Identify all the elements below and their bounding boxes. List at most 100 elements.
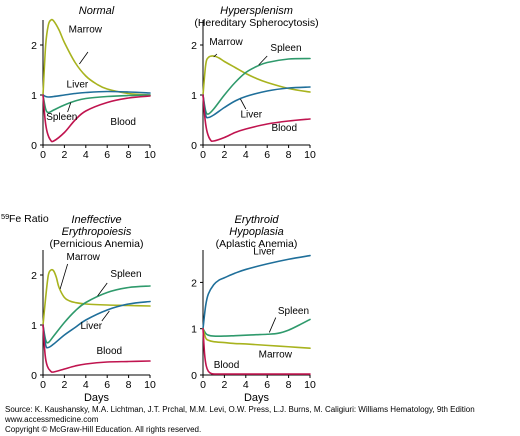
chart-title: Normal — [79, 5, 115, 17]
series-line-blood — [202, 94, 311, 143]
annotation-leader — [101, 310, 110, 322]
x-axis-label: Days — [244, 392, 270, 404]
x-tick-label: 2 — [61, 149, 67, 161]
y-tick-label: 2 — [31, 40, 37, 52]
y-axis-label-group: 59 Fe Ratio — [1, 212, 49, 225]
series-line-liver — [42, 300, 151, 349]
series-line-spleen — [202, 318, 311, 338]
x-tick-label: 0 — [40, 379, 46, 391]
annotation-leader — [268, 317, 277, 333]
x-tick-label: 6 — [104, 379, 110, 391]
series-label-marrow: Marrow — [209, 37, 243, 48]
series-label-spleen: Spleen — [270, 43, 301, 54]
chart-subtitle2: (Aplastic Anemia) — [216, 238, 298, 250]
chart-title: Ineffective — [71, 214, 121, 226]
annotation-leader — [59, 263, 68, 290]
series-label-marrow: Marrow — [259, 349, 293, 360]
series-label-liver: Liver — [67, 80, 89, 91]
x-tick-label: 8 — [126, 379, 132, 391]
x-tick-label: 4 — [243, 379, 249, 391]
series-line-marrow — [202, 327, 311, 349]
x-tick-label: 8 — [286, 149, 292, 161]
annotation-leader — [97, 282, 108, 297]
x-tick-label: 6 — [104, 149, 110, 161]
x-tick-label: 10 — [304, 149, 316, 161]
series-line-liver — [202, 254, 311, 330]
copyright-notice: Copyright © McGraw-Hill Education. All r… — [5, 425, 202, 435]
y-tick-label: 1 — [31, 320, 37, 332]
annotation-leader — [67, 102, 72, 113]
series-line-liver — [202, 86, 311, 119]
y-tick-label: 0 — [31, 140, 37, 152]
x-tick-label: 4 — [83, 149, 89, 161]
x-tick-label: 2 — [221, 379, 227, 391]
chart-panel-2: Hypersplenism(Hereditary Spherocytosis) 0… — [191, 5, 318, 161]
series-label-liver: Liver — [240, 110, 262, 121]
y-tick-label: 0 — [191, 370, 197, 382]
y-tick-label: 2 — [191, 40, 197, 52]
y-tick-label: 1 — [31, 90, 37, 102]
series-label-spleen: Spleen — [46, 112, 77, 123]
chart-title: Hypersplenism — [220, 5, 293, 17]
source-footer: Source: K. Kaushansky, M.A. Lichtman, J.… — [5, 405, 520, 436]
source-citation: Source: K. Kaushansky, M.A. Lichtman, J.… — [5, 405, 475, 414]
x-tick-label: 10 — [144, 149, 156, 161]
annotation-leader — [213, 53, 218, 58]
series-line-marrow — [202, 55, 311, 96]
series-label-spleen: Spleen — [110, 269, 141, 280]
series-label-blood: Blood — [271, 123, 297, 134]
series-label-liver: Liver — [253, 247, 275, 258]
website-link[interactable]: www.accessmedicine.com — [5, 415, 99, 425]
series-label-blood: Blood — [97, 346, 123, 357]
chart-subtitle: Erythropoiesis — [62, 226, 132, 238]
series-line-spleen — [42, 94, 151, 114]
annotation-leader — [240, 98, 247, 110]
chart-subtitle: (Hereditary Spherocytosis) — [194, 17, 318, 29]
series-label-spleen: Spleen — [278, 306, 309, 317]
x-tick-label: 0 — [40, 149, 46, 161]
x-tick-label: 8 — [286, 379, 292, 391]
y-tick-label: 0 — [191, 140, 197, 152]
x-tick-label: 4 — [243, 149, 249, 161]
y-axis-label: Fe Ratio — [9, 213, 49, 225]
series-line-marrow — [42, 18, 151, 96]
chart-subtitle: Hypoplasia — [229, 226, 283, 238]
x-tick-label: 4 — [83, 379, 89, 391]
series-line-spleen — [202, 57, 311, 115]
series-line-blood — [42, 94, 151, 143]
x-tick-label: 0 — [200, 379, 206, 391]
series-line-liver — [42, 90, 151, 98]
x-tick-label: 10 — [304, 379, 316, 391]
x-tick-label: 6 — [264, 149, 270, 161]
x-tick-label: 8 — [126, 149, 132, 161]
series-label-blood: Blood — [214, 360, 240, 371]
x-tick-label: 10 — [144, 379, 156, 391]
y-axis-label-superscript: 59 — [1, 212, 9, 221]
x-tick-label: 6 — [264, 379, 270, 391]
x-axis-label: Days — [84, 392, 110, 404]
x-tick-label: 2 — [221, 149, 227, 161]
series-label-marrow: Marrow — [69, 25, 103, 36]
x-tick-label: 2 — [61, 379, 67, 391]
annotation-leader — [258, 55, 268, 66]
y-tick-label: 2 — [191, 277, 197, 289]
y-tick-label: 1 — [191, 90, 197, 102]
x-tick-label: 0 — [200, 149, 206, 161]
annotation-leader — [79, 51, 89, 65]
series-line-blood — [42, 324, 151, 373]
series-line-blood — [202, 327, 311, 375]
series-label-marrow: Marrow — [67, 252, 101, 263]
chart-subtitle2: (Pernicious Anemia) — [50, 238, 144, 250]
chart-panel-1: Normal 0 2 4 6 8 10 0 1 2 Marrow Liver Spleen Blood — [31, 5, 156, 161]
series-label-blood: Blood — [110, 117, 136, 128]
series-line-spleen — [42, 285, 151, 344]
series-label-liver: Liver — [80, 321, 102, 332]
series-line-marrow — [42, 268, 151, 326]
chart-title: Erythroid — [234, 214, 279, 226]
y-tick-label: 0 — [31, 370, 37, 382]
y-tick-label: 2 — [31, 270, 37, 282]
y-tick-label: 1 — [191, 324, 197, 336]
